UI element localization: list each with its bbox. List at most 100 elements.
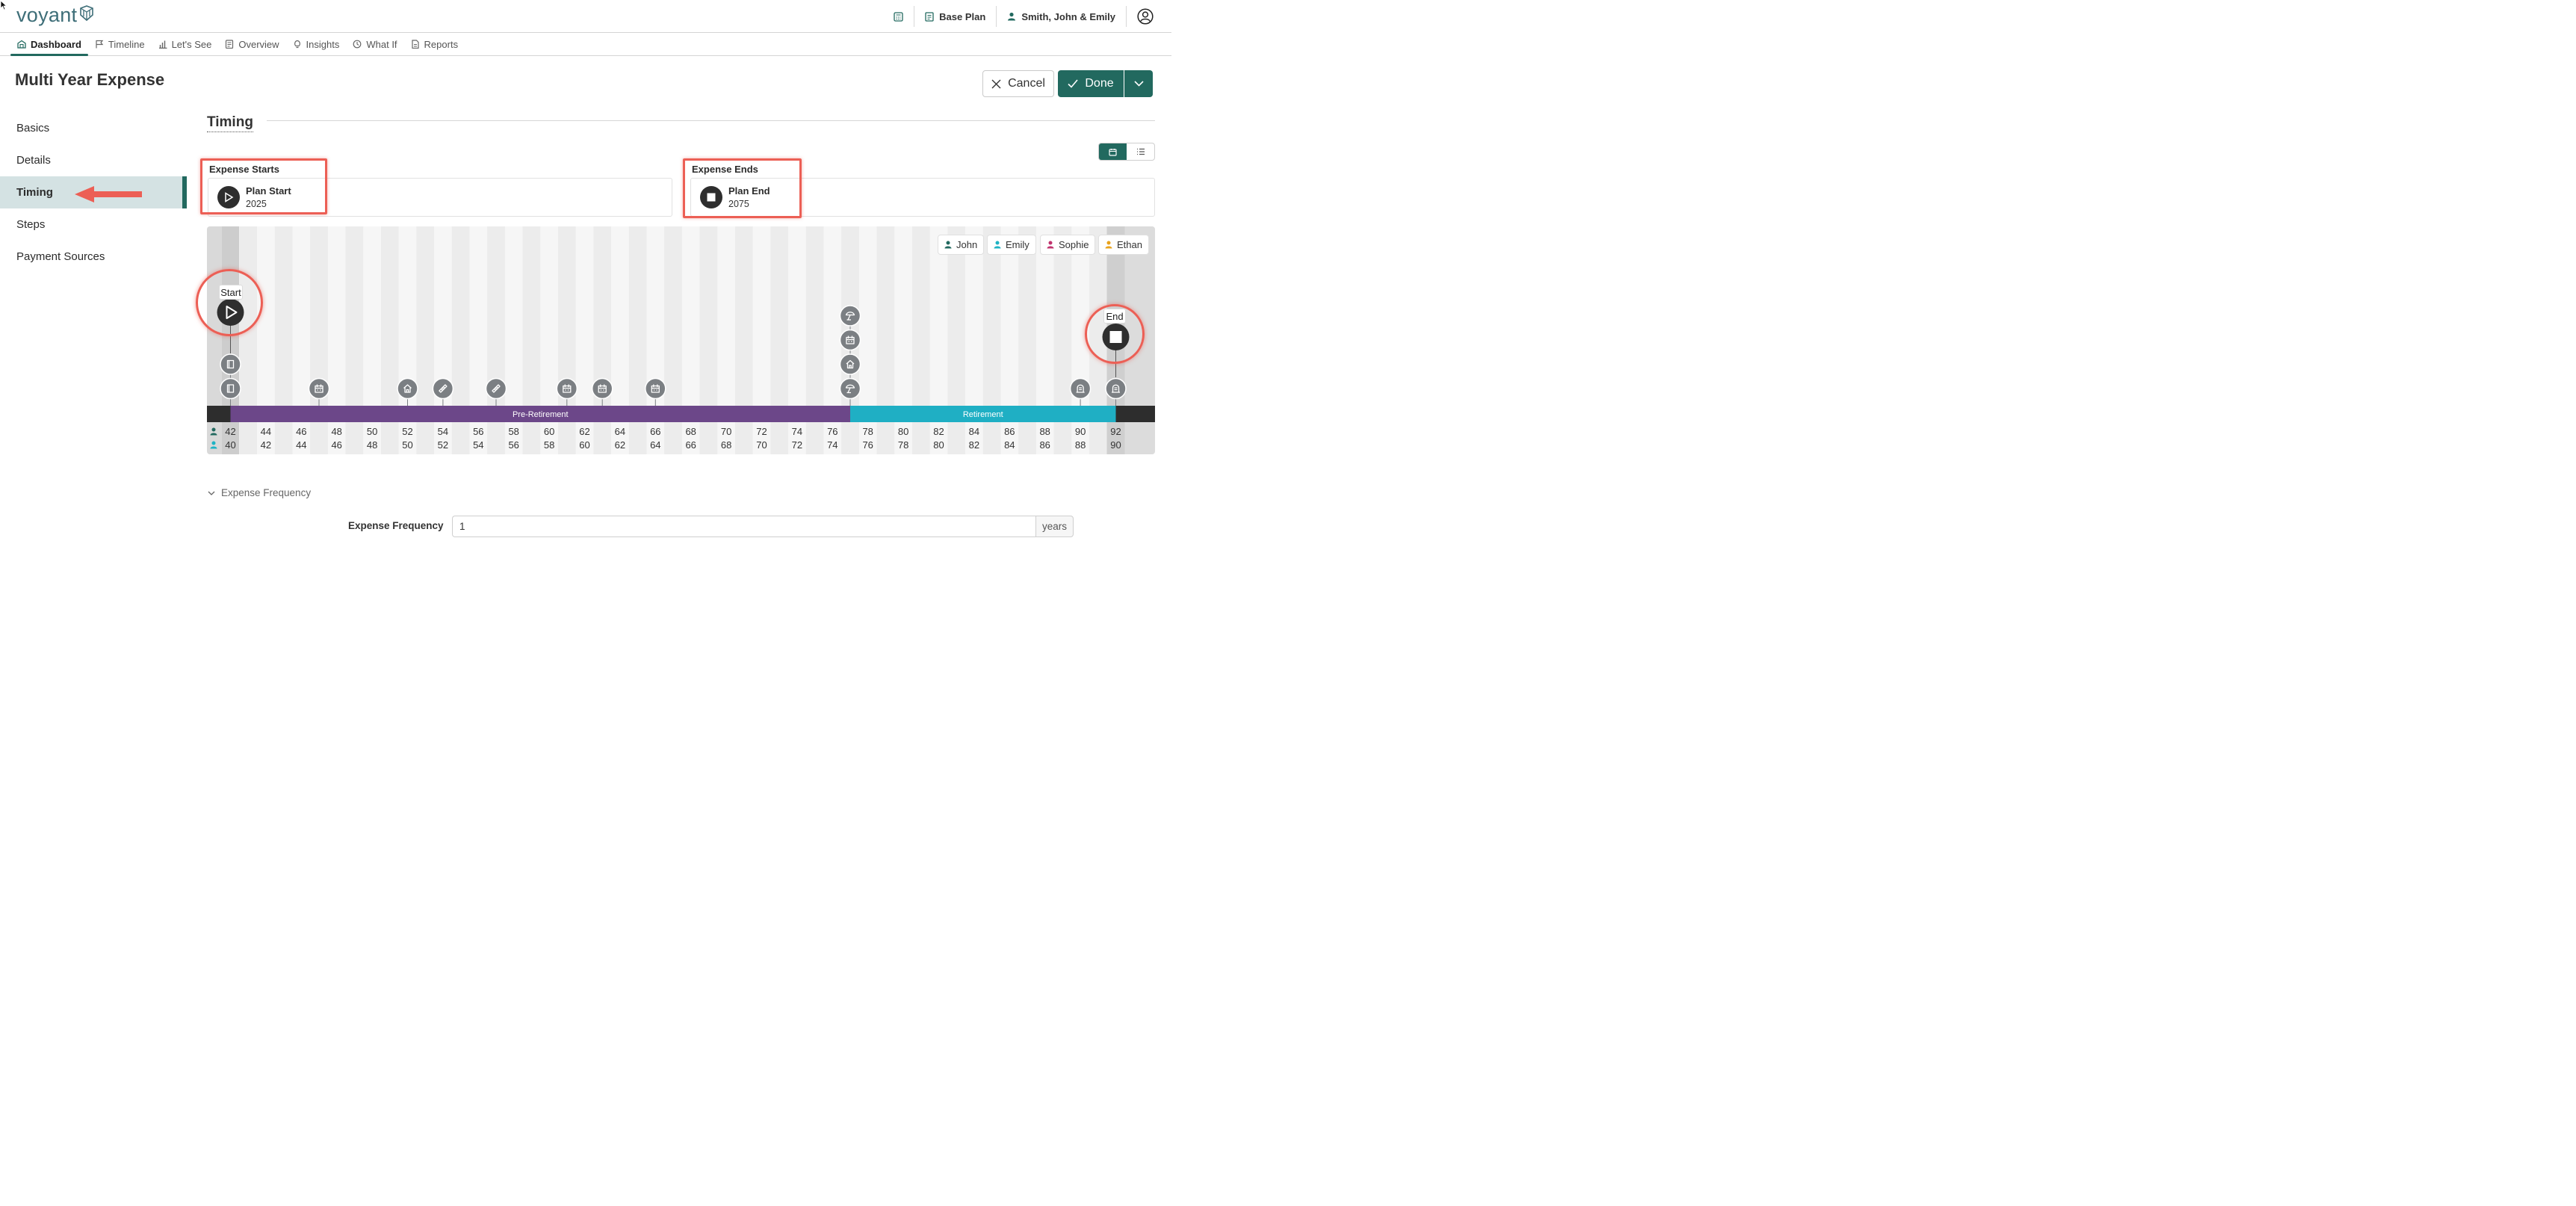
plan-selector[interactable]: Base Plan — [914, 6, 996, 27]
age-value: 88 — [1074, 439, 1086, 451]
tab-label: Overview — [238, 38, 279, 50]
tab-label: Let's See — [171, 38, 212, 50]
tab-timeline[interactable]: Timeline — [88, 33, 152, 55]
home-event-marker[interactable] — [839, 353, 861, 375]
age-value: 78 — [897, 439, 909, 451]
beach-umbrella-event-marker[interactable] — [839, 377, 861, 400]
tab-reports[interactable]: Reports — [404, 33, 465, 55]
age-value: 66 — [685, 439, 696, 451]
user-account-button[interactable] — [1126, 6, 1171, 27]
tab-overview[interactable]: Overview — [218, 33, 285, 55]
person-icon — [944, 241, 952, 249]
expense-start-selector[interactable] — [208, 178, 672, 217]
expense-frequency-toggle-label: Expense Frequency — [221, 487, 312, 498]
cancel-button[interactable]: Cancel — [982, 70, 1054, 97]
book-event-marker[interactable] — [220, 353, 241, 375]
calendar-icon — [846, 335, 855, 344]
bandage-event-marker[interactable] — [432, 377, 454, 400]
book-event-marker[interactable] — [220, 377, 241, 400]
calendar-event-marker[interactable] — [556, 377, 578, 400]
chevron-down-icon — [208, 491, 215, 495]
age-value: 54 — [473, 439, 484, 451]
lightbulb-icon — [293, 40, 302, 49]
tab-insights[interactable]: Insights — [286, 33, 347, 55]
play-icon — [217, 186, 240, 208]
calendar-event-marker[interactable] — [308, 377, 330, 400]
voyant-logo[interactable]: voyant — [16, 2, 95, 28]
list-view-button[interactable] — [1127, 143, 1154, 160]
age-value: 82 — [968, 439, 980, 451]
start-marker-label: Start — [219, 285, 243, 300]
book-icon — [226, 359, 235, 369]
calendar-event-marker[interactable] — [839, 329, 861, 351]
age-value: 74 — [827, 439, 838, 451]
calendar-icon — [563, 384, 572, 393]
age-value: 56 — [508, 439, 519, 451]
calculator-button[interactable] — [883, 6, 914, 27]
home-icon — [403, 384, 412, 393]
end-marker[interactable] — [1102, 324, 1130, 350]
side-menu-details[interactable]: Details — [0, 144, 187, 176]
john-age-row: 42 44 46 48 50 52 54 56 58 60 62 64 66 68 70 72 74 76 78 80… — [207, 425, 1155, 439]
headstone-event-marker[interactable] — [1105, 377, 1127, 400]
person-icon — [1047, 241, 1054, 249]
tab-lets-see[interactable]: Let's See — [152, 33, 219, 55]
age-value: 90 — [1074, 426, 1086, 437]
timeline-phase-bar: Pre-Retirement Retirement — [207, 406, 1155, 422]
phase-label: Pre-Retirement — [513, 410, 569, 419]
tab-dashboard[interactable]: Dashboard — [10, 33, 88, 56]
expense-start-year: 2025 — [246, 199, 267, 209]
side-menu-label: Payment Sources — [16, 250, 105, 263]
main-nav: Dashboard Timeline Let's See Overview In… — [0, 33, 1171, 56]
age-value: 90 — [1110, 439, 1121, 451]
age-value: 70 — [720, 426, 732, 437]
age-value: 88 — [1039, 426, 1050, 437]
age-value: 52 — [402, 426, 413, 437]
section-divider — [267, 120, 1155, 121]
side-menu-basics[interactable]: Basics — [0, 112, 187, 144]
calendar-event-marker[interactable] — [645, 377, 666, 400]
plan-name: Base Plan — [939, 10, 986, 22]
tab-label: Insights — [306, 38, 340, 50]
headstone-event-marker[interactable] — [1069, 377, 1092, 400]
legend-sophie[interactable]: Sophie — [1040, 235, 1096, 255]
top-bar: voyant Base Plan Smith, John & Emily — [0, 0, 1171, 33]
beach-umbrella-icon — [845, 384, 855, 394]
flag-icon — [95, 40, 104, 49]
bandage-event-marker[interactable] — [485, 377, 507, 400]
checkmark-icon — [1068, 79, 1078, 88]
age-value: 44 — [260, 426, 272, 437]
expense-frequency-unit: years — [1035, 516, 1074, 537]
phase-pre-retirement — [230, 406, 850, 422]
list-view-icon — [1136, 148, 1145, 155]
expense-frequency-toggle[interactable]: Expense Frequency — [208, 487, 311, 498]
done-button[interactable]: Done — [1058, 70, 1124, 97]
side-menu-payment-sources[interactable]: Payment Sources — [0, 241, 187, 273]
tab-label: Timeline — [108, 38, 145, 50]
legend-ethan[interactable]: Ethan — [1098, 235, 1149, 255]
side-menu-label: Details — [16, 154, 51, 167]
tab-what-if[interactable]: What If — [346, 33, 403, 55]
client-name: Smith, John & Emily — [1021, 10, 1115, 22]
home-event-marker[interactable] — [397, 377, 418, 400]
end-marker-label: End — [1103, 309, 1126, 324]
age-value: 74 — [791, 426, 803, 437]
bar-chart-icon — [158, 40, 167, 49]
beach-umbrella-event-marker[interactable] — [839, 305, 861, 327]
legend-john[interactable]: John — [938, 235, 985, 255]
john-person-icon — [210, 427, 217, 436]
calendar-view-button[interactable] — [1099, 143, 1127, 160]
section-title-timing: Timing — [207, 114, 253, 132]
side-menu-steps[interactable]: Steps — [0, 208, 187, 241]
client-selector[interactable]: Smith, John & Emily — [996, 6, 1126, 27]
age-value: 68 — [685, 426, 696, 437]
view-toggle — [1098, 143, 1155, 161]
expense-end-selector[interactable] — [690, 178, 1155, 217]
start-marker[interactable] — [217, 299, 244, 326]
calendar-event-marker[interactable] — [591, 377, 613, 400]
age-value: 60 — [579, 439, 590, 451]
age-value: 50 — [366, 426, 378, 437]
legend-emily[interactable]: Emily — [987, 235, 1036, 255]
expense-frequency-input[interactable] — [452, 516, 1035, 537]
done-dropdown-button[interactable] — [1124, 70, 1153, 97]
